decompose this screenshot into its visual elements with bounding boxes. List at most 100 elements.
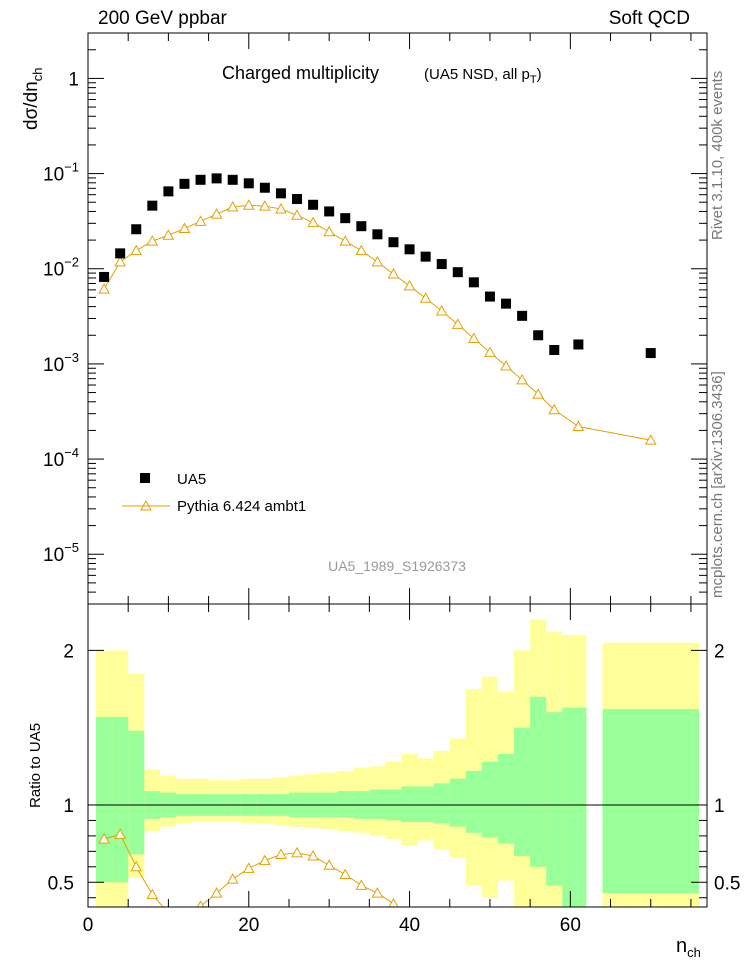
ratio-ytick-label-right: 2 [714,641,725,662]
side-text-upper: Rivet 3.1.10, 400k events [709,71,726,240]
pythia-ratio-point [307,849,319,861]
legend-pythia-label: Pythia 6.424 ambt1 [177,498,306,515]
main-ytick-label-base: 10 [43,355,64,376]
main-ytick-label: 10−1 [43,160,79,186]
ratio-stat-band [465,770,482,833]
pythia-ratio-point [323,859,336,870]
main-ytick-label-exp: −5 [64,540,79,555]
ratio-ylabel: Ratio to UA5 [27,723,44,808]
pythia-main-point [572,420,585,431]
header-right: Soft QCD [609,8,690,29]
ua5-point [243,178,254,189]
main-ytick-labels: 110−110−210−310−410−5 [43,69,79,566]
xtick-label: 20 [238,915,259,936]
pythia-main-point [291,209,303,220]
pythia-main-point [484,346,496,357]
ua5-point [292,194,303,205]
ratio-stat-band [530,696,547,867]
ratio-ytick-labels: 0.5 0.5 1 1 2 2 [48,641,741,894]
x-axis-label: nch [676,935,701,960]
ua5-point [115,248,126,259]
ratio-stat-band [562,707,587,907]
pythia-main-point [548,403,561,415]
xtick-labels: 0 20 40 60 [83,915,581,936]
chart-subtitle-prefix: (UA5 NSD, all p [424,66,530,83]
ratio-stat-band [369,789,386,819]
pythia-main-point [146,235,159,246]
ua5-point [452,267,463,278]
pythia-main-point [644,434,657,445]
pythia-ratio-point [163,908,173,917]
pythia-ratio-point [130,860,143,872]
ua5-point [533,330,544,341]
ratio-stat-band [497,753,515,844]
chart-subtitle-sub: T [530,74,537,86]
chart-subtitle-suffix: ) [537,66,542,83]
ua5-point [340,213,351,224]
pythia-main-point [451,318,464,329]
main-ytick-label-exp: −2 [64,255,79,270]
main-frame [87,32,708,605]
ratio-stat-band [112,716,129,883]
main-ylabel-text: dσ/dn [21,81,42,130]
ua5-point [372,229,383,240]
ratio-ytick-label-right: 0.5 [714,873,740,894]
pythia-ratio-point [210,887,223,898]
pythia-ratio-point [196,900,205,907]
chart-title: Charged multiplicity [222,63,379,83]
ua5-point [227,174,238,185]
pythia-ratio-point [242,862,255,873]
ratio-panel: Ratio to UA5 0.5 0.5 1 1 2 2 0 20 40 60 nch [27,603,741,960]
x-axis-label-sub: ch [687,945,701,960]
ratio-stat-band [449,778,466,827]
pythia-main-point [130,244,143,256]
ua5-point [404,244,415,255]
ratio-stat-band [602,709,699,894]
pythia-main-point [435,304,448,316]
ua5-markers [99,173,656,359]
ua5-point [517,310,528,321]
main-ytick-label-base: 1 [68,69,79,90]
ratio-stat-band [514,727,531,856]
pythia-main-point [259,200,271,211]
ua5-point [549,344,560,355]
pythia-main-markers [98,199,657,445]
main-panel: Charged multiplicity (UA5 NSD, all pT) d… [21,32,708,605]
pythia-ratio-markers [98,828,399,917]
legend: UA5 Pythia 6.424 ambt1 [122,471,306,515]
ratio-ytick-label-left: 1 [63,796,74,817]
pythia-ratio-point [275,848,287,859]
pythia-ratio-point [259,854,271,866]
ua5-point [420,251,431,262]
ua5-point [147,200,158,211]
ratio-stat-band [96,716,113,883]
main-ytick-label: 1 [68,69,79,90]
pythia-main-point [323,225,336,237]
ua5-point [163,186,174,197]
main-ytick-label: 10−5 [43,540,79,566]
pythia-main-line [103,204,651,441]
main-axis-ticks [87,32,707,605]
pythia-ratio-point [339,868,352,880]
ua5-point [275,188,286,199]
pythia-main-point [371,255,384,267]
legend-pythia-marker [140,499,152,511]
ratio-ytick-label-left: 2 [63,641,74,662]
ua5-point [308,199,319,210]
ratio-stat-band [337,791,354,818]
pythia-ratio-point [371,887,384,898]
ratio-stat-band [433,783,450,824]
main-ytick-label-base: 10 [43,260,64,281]
ratio-stat-band [417,786,434,822]
main-ylabel: dσ/dnch [21,68,45,130]
pythia-ratio-point [291,846,303,858]
pythia-main-point [387,267,400,279]
pythia-main-point [178,222,191,233]
ua5-point [436,259,447,270]
xtick-label: 60 [560,915,581,936]
ua5-point [195,174,206,185]
pythia-main-point [419,292,432,303]
pythia-ratio-point [146,888,159,900]
ua5-point [179,178,190,189]
